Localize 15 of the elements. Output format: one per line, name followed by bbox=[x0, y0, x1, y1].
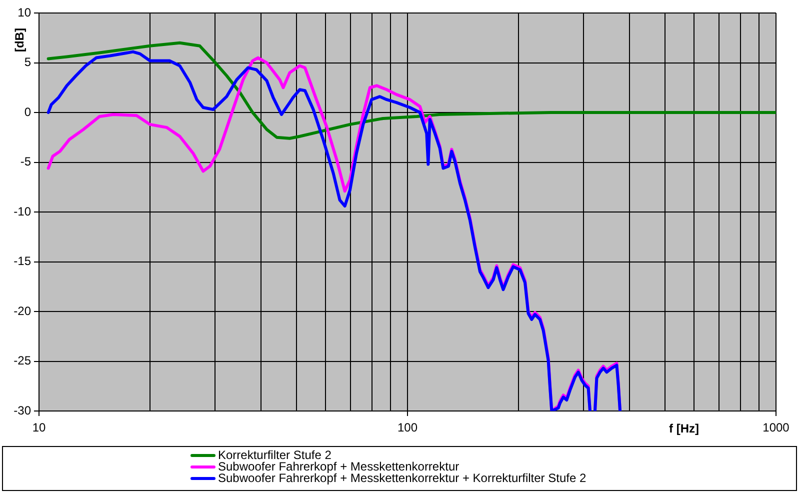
y-tick-label: 10 bbox=[18, 5, 32, 20]
y-axis-title: [dB] bbox=[12, 28, 26, 52]
y-tick-label: 5 bbox=[24, 55, 32, 70]
y-tick-label: -15 bbox=[14, 254, 32, 268]
y-tick-label: -20 bbox=[14, 304, 32, 318]
x-axis-title: f [Hz] bbox=[669, 421, 699, 436]
x-tick-label: 100 bbox=[397, 420, 418, 435]
x-tick-label: 1000 bbox=[762, 420, 790, 435]
y-tick-label: 0 bbox=[24, 104, 32, 119]
y-tick-label: -30 bbox=[14, 403, 32, 418]
legend-label: Korrekturfilter Stufe 2 bbox=[218, 448, 332, 462]
y-tick-label: -10 bbox=[14, 204, 32, 218]
y-tick-label: -25 bbox=[14, 354, 32, 368]
y-tick-label: -5 bbox=[20, 154, 32, 169]
legend-label: Subwoofer Fahrerkopf + Messkettenkorrektur bbox=[218, 459, 460, 474]
